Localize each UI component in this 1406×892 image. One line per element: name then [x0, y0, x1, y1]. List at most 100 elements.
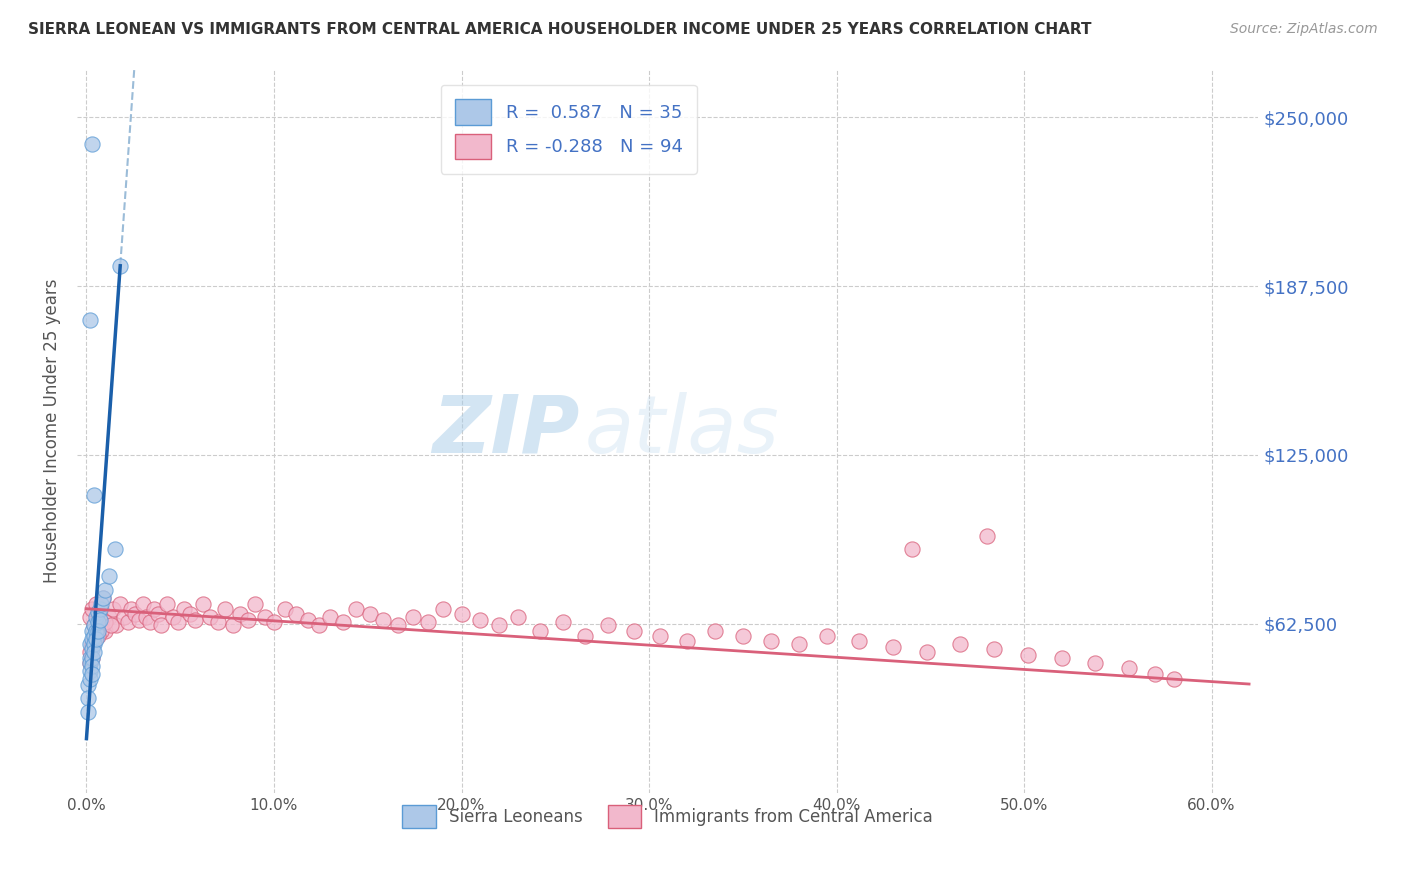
Point: [214, 602, 236, 616]
Point: [263, 615, 285, 630]
Point: [82, 650, 104, 665]
Point: [1050, 650, 1073, 665]
Point: [93, 591, 115, 606]
Point: [650, 629, 672, 643]
Point: [222, 618, 245, 632]
Point: [416, 615, 439, 630]
Point: [236, 613, 259, 627]
Point: [346, 602, 368, 616]
Point: [623, 624, 645, 638]
Point: [167, 615, 190, 630]
Point: [79, 637, 101, 651]
Point: [79, 610, 101, 624]
Point: [359, 607, 381, 622]
Point: [83, 629, 105, 643]
Point: [162, 610, 184, 624]
Point: [139, 615, 162, 630]
Point: [87, 629, 110, 643]
Point: [297, 613, 319, 627]
Point: [675, 634, 697, 648]
Point: [90, 597, 112, 611]
Text: SIERRA LEONEAN VS IMMIGRANTS FROM CENTRAL AMERICA HOUSEHOLDER INCOME UNDER 25 YE: SIERRA LEONEAN VS IMMIGRANTS FROM CENTRA…: [28, 22, 1091, 37]
Point: [89, 613, 111, 627]
Point: [77, 705, 100, 719]
Point: [84, 629, 107, 643]
Point: [146, 607, 169, 622]
Point: [79, 664, 101, 678]
Point: [82, 666, 104, 681]
Point: [84, 597, 107, 611]
Point: [319, 610, 342, 624]
Point: [371, 613, 394, 627]
Point: [104, 542, 127, 557]
Point: [94, 615, 117, 630]
Point: [82, 137, 104, 152]
Point: [124, 607, 146, 622]
Point: [89, 613, 111, 627]
Point: [112, 610, 135, 624]
Text: atlas: atlas: [585, 392, 780, 469]
Point: [488, 618, 510, 632]
Point: [900, 542, 922, 557]
Point: [551, 615, 574, 630]
Point: [132, 597, 155, 611]
Point: [87, 624, 110, 638]
Point: [83, 634, 105, 648]
Text: Source: ZipAtlas.com: Source: ZipAtlas.com: [1230, 22, 1378, 37]
Point: [90, 602, 112, 616]
Point: [87, 615, 110, 630]
Point: [82, 658, 104, 673]
Point: [83, 488, 105, 502]
Point: [402, 610, 425, 624]
Point: [815, 629, 838, 643]
Point: [574, 629, 596, 643]
Point: [128, 613, 150, 627]
Point: [83, 645, 105, 659]
Point: [79, 672, 101, 686]
Point: [79, 656, 101, 670]
Point: [529, 624, 551, 638]
Point: [82, 642, 104, 657]
Point: [82, 637, 104, 651]
Point: [83, 637, 105, 651]
Point: [110, 259, 132, 273]
Point: [94, 624, 117, 638]
Point: [229, 607, 252, 622]
Point: [150, 618, 173, 632]
Point: [84, 632, 107, 646]
Point: [110, 597, 132, 611]
Y-axis label: Householder Income Under 25 years: Householder Income Under 25 years: [44, 278, 60, 582]
Point: [84, 610, 107, 624]
Point: [1163, 672, 1185, 686]
Point: [703, 624, 725, 638]
Point: [79, 645, 101, 659]
Point: [84, 624, 107, 638]
Point: [100, 618, 122, 632]
Point: [82, 602, 104, 616]
Point: [82, 632, 104, 646]
Point: [976, 529, 998, 543]
Point: [82, 640, 104, 654]
Legend: Sierra Leoneans, Immigrants from Central America: Sierra Leoneans, Immigrants from Central…: [395, 798, 939, 835]
Point: [1017, 648, 1039, 662]
Point: [83, 618, 105, 632]
Point: [387, 618, 409, 632]
Point: [87, 607, 110, 622]
Point: [731, 629, 754, 643]
Point: [82, 624, 104, 638]
Point: [184, 613, 207, 627]
Point: [253, 610, 276, 624]
Point: [82, 650, 104, 665]
Point: [84, 624, 107, 638]
Point: [1118, 661, 1140, 675]
Point: [207, 615, 229, 630]
Point: [79, 650, 101, 665]
Point: [200, 610, 222, 624]
Point: [949, 637, 972, 651]
Point: [77, 691, 100, 706]
Point: [143, 602, 166, 616]
Point: [98, 569, 121, 583]
Point: [332, 615, 354, 630]
Point: [1144, 666, 1167, 681]
Point: [93, 591, 115, 606]
